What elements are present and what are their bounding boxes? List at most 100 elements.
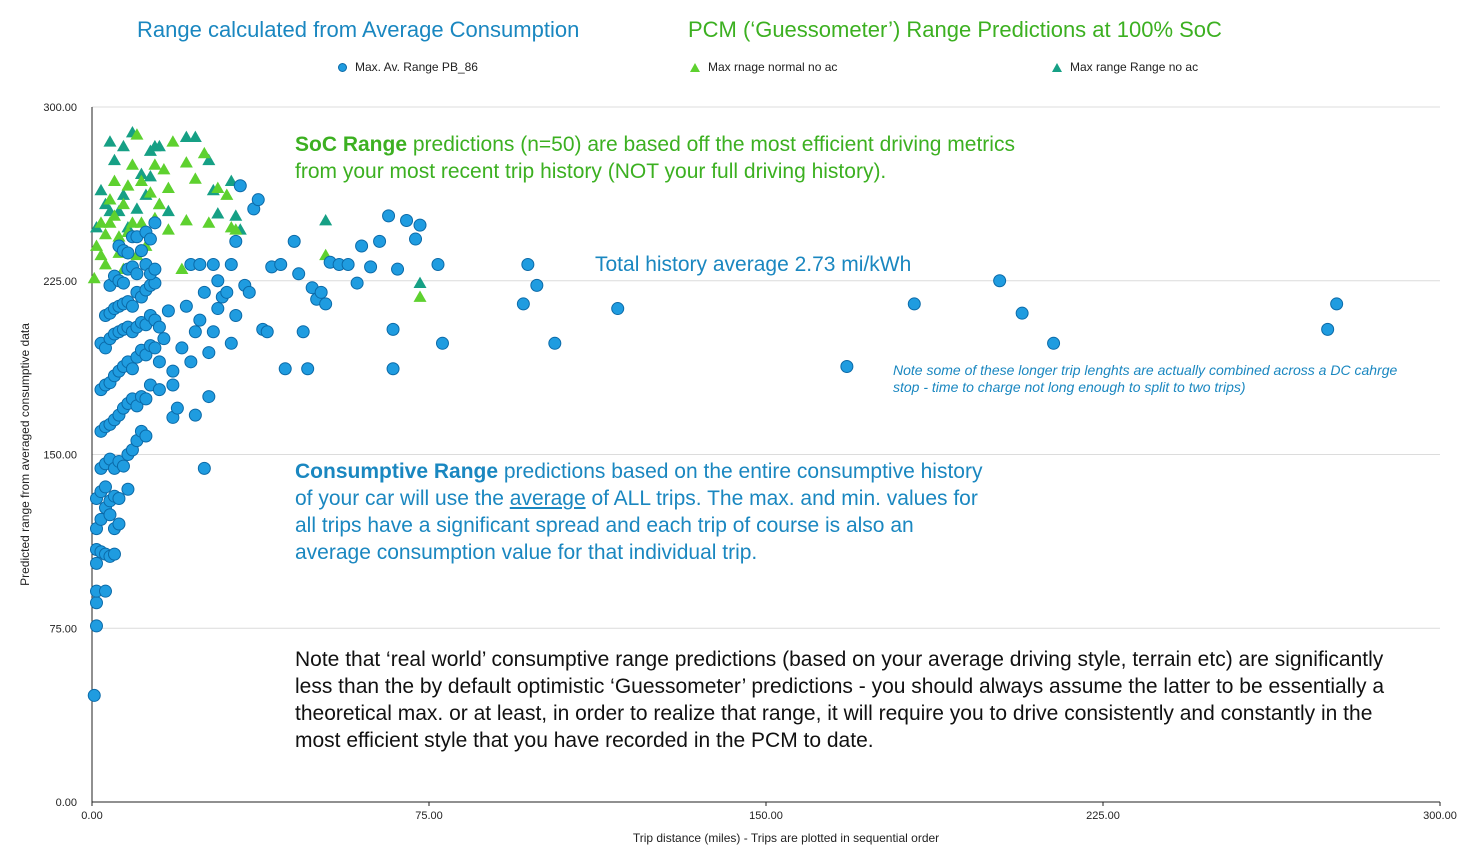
- triangle-data-point: [143, 186, 157, 198]
- circle-data-point: [148, 262, 162, 276]
- circle-data-point: [1321, 322, 1335, 336]
- circle-data-point: [301, 362, 315, 376]
- legend-circle-marker-icon: [338, 62, 347, 72]
- circle-data-point: [125, 362, 139, 376]
- triangle-data-point: [319, 214, 333, 226]
- circle-data-point: [287, 234, 301, 248]
- circle-data-point: [139, 429, 153, 443]
- triangle-data-point: [130, 202, 144, 214]
- long-trip-note: Note some of these longer trip lenghts a…: [893, 362, 1398, 395]
- circle-data-point: [121, 482, 135, 496]
- circle-data-point: [89, 619, 103, 633]
- circle-data-point: [274, 258, 288, 272]
- circle-data-point: [116, 459, 130, 473]
- circle-data-point: [413, 218, 427, 232]
- triangle-data-point: [87, 271, 101, 284]
- soc-range-text: predictions (n=50) are based off the mos…: [295, 133, 1015, 183]
- circle-data-point: [530, 278, 544, 292]
- triangle-data-point: [107, 153, 121, 166]
- triangle-data-point: [134, 216, 148, 228]
- circle-data-point: [148, 216, 162, 230]
- circle-data-point: [211, 274, 225, 288]
- circle-data-point: [139, 392, 153, 406]
- circle-data-point: [170, 401, 184, 415]
- circle-data-point: [386, 322, 400, 336]
- circle-data-point: [152, 383, 166, 397]
- total-average-annotation: Total history average 2.73 mi/kWh: [595, 253, 912, 276]
- circle-data-point: [89, 556, 103, 570]
- triangle-data-point: [152, 139, 166, 152]
- triangle-data-point: [98, 258, 112, 270]
- circle-data-point: [278, 362, 292, 376]
- circle-data-point: [193, 258, 207, 272]
- circle-data-point: [1047, 336, 1061, 350]
- circle-data-point: [112, 517, 126, 531]
- circle-data-point: [202, 346, 216, 360]
- circle-data-point: [148, 341, 162, 355]
- circle-data-point: [98, 480, 112, 494]
- circle-data-point: [202, 390, 216, 404]
- circle-data-point: [121, 246, 135, 260]
- circle-data-point: [548, 336, 562, 350]
- circle-data-point: [229, 234, 243, 248]
- circle-data-point: [341, 258, 355, 272]
- legend-entry-range-no-ac: Max range Range no ac: [1052, 60, 1198, 74]
- circle-data-point: [435, 336, 449, 350]
- triangle-data-point: [161, 223, 175, 235]
- x-tick-label: 150.00: [749, 810, 783, 822]
- circle-data-point: [206, 325, 220, 339]
- triangle-data-point: [152, 197, 166, 210]
- circle-data-point: [907, 297, 921, 311]
- chart-legend: Max. Av. Range PB_86 Max rnage normal no…: [0, 60, 1473, 78]
- x-tick-label: 300.00: [1423, 810, 1457, 822]
- triangle-data-point: [413, 276, 427, 288]
- consumptive-text-part2: of ALL trips. The max. and min. values f…: [295, 487, 978, 564]
- triangle-data-point: [98, 227, 112, 240]
- circle-data-point: [229, 309, 243, 322]
- circle-data-point: [431, 258, 445, 272]
- triangle-data-point: [220, 188, 234, 200]
- circle-data-point: [611, 302, 625, 316]
- legend-label: Max. Av. Range PB_86: [355, 60, 478, 74]
- triangle-data-point: [413, 290, 427, 302]
- consumptive-text-part1: predictions based on the entire consumpt…: [295, 460, 983, 510]
- circle-data-point: [188, 325, 202, 339]
- circle-data-point: [134, 244, 148, 258]
- triangle-data-point: [89, 239, 103, 251]
- chart-title-left: Range calculated from Average Consumptio…: [137, 17, 580, 42]
- circle-data-point: [107, 547, 121, 561]
- triangle-data-point: [94, 248, 108, 261]
- circle-data-point: [382, 209, 396, 223]
- triangle-data-point: [134, 174, 148, 187]
- triangle-data-point: [103, 193, 117, 205]
- circle-data-point: [319, 297, 333, 311]
- circle-data-point: [103, 508, 117, 522]
- triangle-data-point: [211, 207, 225, 219]
- x-tick-label: 75.00: [415, 810, 443, 822]
- circle-data-point: [87, 688, 101, 702]
- triangle-data-point: [143, 170, 157, 182]
- y-tick-label: 75.00: [49, 623, 77, 635]
- circle-data-point: [211, 302, 225, 316]
- x-axis-title: Trip distance (miles) - Trips are plotte…: [633, 831, 939, 845]
- x-tick-label: 225.00: [1086, 810, 1120, 822]
- circle-data-point: [143, 232, 157, 246]
- circle-data-point: [179, 299, 193, 313]
- triangle-data-point: [125, 216, 139, 228]
- circle-data-point: [251, 193, 265, 207]
- circle-data-point: [242, 285, 256, 299]
- circle-data-point: [260, 325, 274, 339]
- triangle-data-point: [157, 163, 171, 175]
- triangle-data-point: [125, 158, 139, 170]
- circle-data-point: [1015, 306, 1029, 320]
- consumptive-underlined-word: average: [509, 487, 586, 510]
- triangle-data-point: [103, 216, 117, 228]
- triangle-data-point: [175, 262, 189, 275]
- chart-title-right: PCM (‘Guessometer’) Range Predictions at…: [688, 17, 1222, 42]
- circle-data-point: [116, 276, 130, 290]
- triangle-data-point: [202, 153, 216, 166]
- circle-data-point: [373, 234, 387, 248]
- triangle-data-point: [188, 172, 202, 184]
- triangle-data-point: [161, 204, 175, 217]
